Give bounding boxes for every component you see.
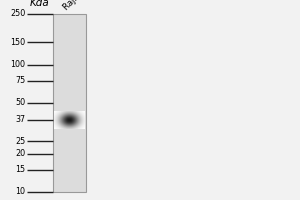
Text: 75: 75 <box>15 76 26 85</box>
Text: 100: 100 <box>11 60 26 69</box>
Text: Raji cells: Raji cells <box>61 0 94 12</box>
Text: Kda: Kda <box>30 0 50 8</box>
Bar <box>52 14 86 192</box>
Text: 15: 15 <box>15 165 26 174</box>
Text: 150: 150 <box>11 38 26 47</box>
Text: 37: 37 <box>15 115 26 124</box>
Text: 10: 10 <box>16 188 26 196</box>
Text: 20: 20 <box>15 149 26 158</box>
Text: 250: 250 <box>10 9 26 18</box>
Text: 25: 25 <box>15 137 26 146</box>
Text: 50: 50 <box>15 98 26 107</box>
